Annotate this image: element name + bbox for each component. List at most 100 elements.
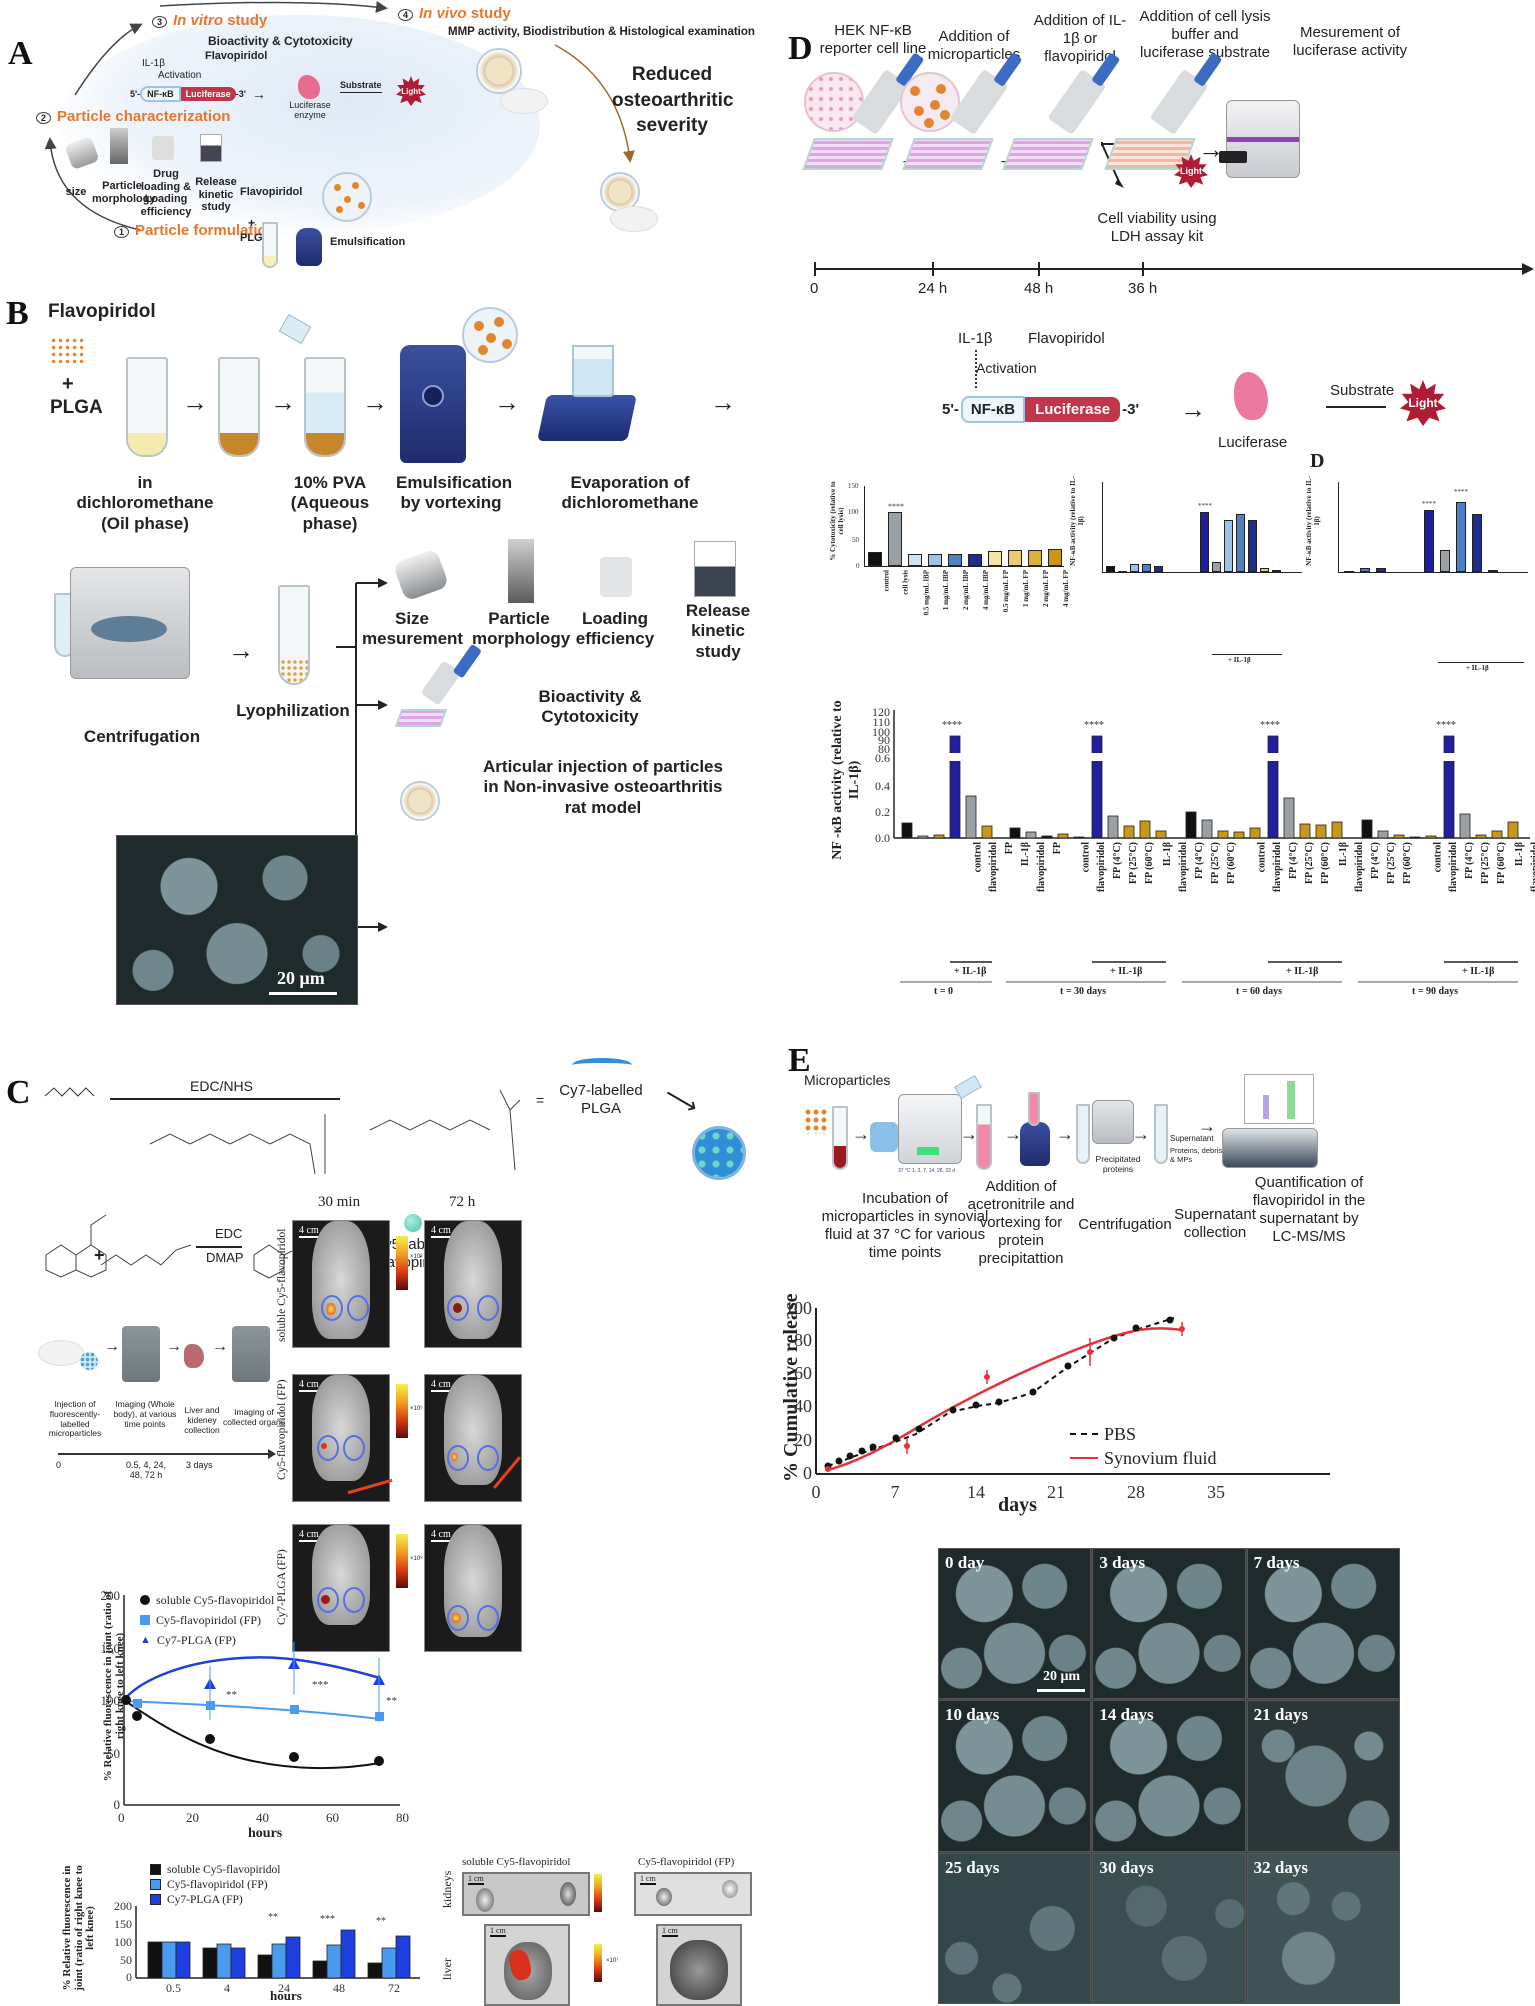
step-caption-hek: HEK NF-κB reporter cell line xyxy=(819,22,927,57)
pathway-dashed-arrow xyxy=(975,350,977,388)
lcms-chromatogram-icon xyxy=(1244,1074,1314,1124)
release-instrument-icon xyxy=(694,541,736,597)
col-header-72h: 72 h xyxy=(449,1194,476,1210)
svg-text:50: 50 xyxy=(107,1746,120,1761)
svg-text:0: 0 xyxy=(126,1970,132,1984)
timeline-tick xyxy=(814,262,816,276)
svg-text:****: **** xyxy=(942,720,962,731)
svg-text:80: 80 xyxy=(878,742,890,756)
step-in-vitro-title: 3 In vitro study xyxy=(152,12,267,29)
svg-text:0.6: 0.6 xyxy=(875,751,890,765)
sem-tile-21-days: 21 days xyxy=(1246,1700,1400,1852)
arrow: → xyxy=(104,1338,120,1355)
group-label-t30: t = 30 days xyxy=(1060,986,1106,997)
timeline-label-0: 0 xyxy=(810,280,819,297)
bar xyxy=(1142,564,1151,572)
y-axis xyxy=(1102,482,1103,572)
svg-text:40: 40 xyxy=(794,1396,812,1416)
legend-item: soluble Cy5-flavopiridol xyxy=(150,1862,280,1877)
bar xyxy=(948,554,962,566)
microscope-icon xyxy=(508,539,534,603)
arrow: → xyxy=(1198,1116,1216,1136)
pathway-luciferase-label: Luciferase xyxy=(1218,434,1288,451)
panel-a: A 3 In vitro study Bioactivity & Cytotoxi… xyxy=(0,0,770,280)
arrow: → xyxy=(212,1338,228,1355)
bar xyxy=(1260,568,1269,572)
bar xyxy=(1212,562,1221,572)
workflow-step-imaging: Imaging (Whole body), at various time po… xyxy=(113,1399,177,1429)
substrate-arrow xyxy=(1326,406,1386,408)
arrow: → xyxy=(1132,1124,1150,1144)
lcms-instrument-icon xyxy=(1222,1128,1318,1168)
organ-image-kidneys-fp: 1 cm xyxy=(634,1872,752,1916)
reaction1-arrow xyxy=(110,1098,340,1100)
panel-label: E xyxy=(788,1042,811,1079)
svg-text:24: 24 xyxy=(278,1981,290,1995)
timeline-tick xyxy=(1142,262,1144,276)
vortex-mixer-icon xyxy=(296,228,322,266)
step-caption-emulsification: Emulsification by vortexing xyxy=(396,473,513,513)
ivis-image-soluble-30min: 4 cm xyxy=(292,1220,390,1348)
svg-text:****: **** xyxy=(1436,720,1456,731)
legend-marker-dashed xyxy=(1070,1433,1098,1435)
svg-text:4: 4 xyxy=(224,1981,230,1995)
bar xyxy=(1236,514,1245,572)
timeline-imaging: 0.5, 4, 24, 48, 72 h xyxy=(125,1460,167,1481)
bar xyxy=(1106,566,1115,572)
well-plate-icon xyxy=(802,138,894,170)
group-label-t60: t = 60 days xyxy=(1236,986,1282,997)
step-caption-incubation: Incubation of microparticles in synovial… xyxy=(821,1190,989,1261)
pipette-icon xyxy=(1149,68,1209,136)
svg-text:150: 150 xyxy=(101,1641,121,1656)
step-caption-quantification: Quantification of flavopiridol in the su… xyxy=(1252,1174,1366,1245)
centrifuge-tube xyxy=(1076,1104,1090,1164)
svg-text:**: ** xyxy=(268,1912,278,1923)
luciferase-enzyme-icon xyxy=(1234,372,1268,420)
step-caption-lysis: Addition of cell lysis buffer and lucife… xyxy=(1139,8,1271,61)
colorbar-liver-exp: ×10⁷ xyxy=(606,1958,619,1964)
liver-kidney-icon xyxy=(184,1344,204,1368)
bar xyxy=(1488,570,1498,572)
organ-col-fp: Cy5-flavopiridol (FP) xyxy=(638,1856,735,1868)
emulsion-bubble xyxy=(462,307,518,363)
pathway-activation: Activation xyxy=(976,360,1037,376)
pipette-icon xyxy=(420,660,462,706)
well-plate-icon xyxy=(1002,138,1094,170)
organ-row-kidneys: kidneys xyxy=(440,1870,454,1908)
treated-rat-knee-icon xyxy=(600,172,640,212)
bar xyxy=(1440,550,1450,572)
plate-reader-icon xyxy=(1219,100,1300,178)
panel-c: C EDC/NHS = Cy7-labelled PLGA ⟶ + EDC DM… xyxy=(0,1040,770,2006)
ivis-imager-icon xyxy=(122,1326,160,1382)
subgroup-label: + IL-1β xyxy=(1110,966,1143,977)
bar xyxy=(1344,571,1354,573)
bar xyxy=(1424,510,1434,572)
cytotoxicity-xlabels: control cell lysis 0.5 mg/mL IBP 1 mg/mL… xyxy=(882,570,1070,616)
step-caption-measurement: Mesurement of luciferase activity xyxy=(1292,24,1408,59)
labelled-microparticle-icon xyxy=(692,1126,746,1180)
bar xyxy=(1154,566,1163,572)
centrifugation-label: Centrifugation xyxy=(83,727,201,746)
tube-mixed xyxy=(218,357,260,457)
bar xyxy=(888,512,902,566)
svg-text:60: 60 xyxy=(794,1363,812,1383)
sem-scale-bar xyxy=(269,992,337,995)
branch-caption: Cell viability using LDH assay kit xyxy=(1097,210,1217,245)
step-number: 1 xyxy=(114,226,130,238)
colorbar-cy7plga xyxy=(396,1534,408,1588)
svg-text:100: 100 xyxy=(785,1298,812,1318)
svg-text:28: 28 xyxy=(1127,1482,1145,1502)
bar xyxy=(928,554,942,566)
beaker-pour-icon xyxy=(278,313,312,345)
svg-text:110: 110 xyxy=(872,715,890,729)
sem-tile-14-days: 14 days xyxy=(1092,1700,1246,1852)
emulsification-label: Emulsification xyxy=(330,236,406,248)
arrow-curved: ⟶ xyxy=(659,1080,703,1121)
colorbar-kidneys xyxy=(594,1874,602,1912)
nfkb-dose-chart: NF-κB activity (relative to IL-1β) **** … xyxy=(1069,476,1310,676)
pathway-il1b: IL-1β xyxy=(958,330,993,347)
step-caption-evaporation: Evaporation of dichloromethane xyxy=(561,473,699,513)
svg-text:35: 35 xyxy=(1207,1482,1225,1502)
bar xyxy=(868,552,882,566)
bar xyxy=(1224,520,1233,572)
